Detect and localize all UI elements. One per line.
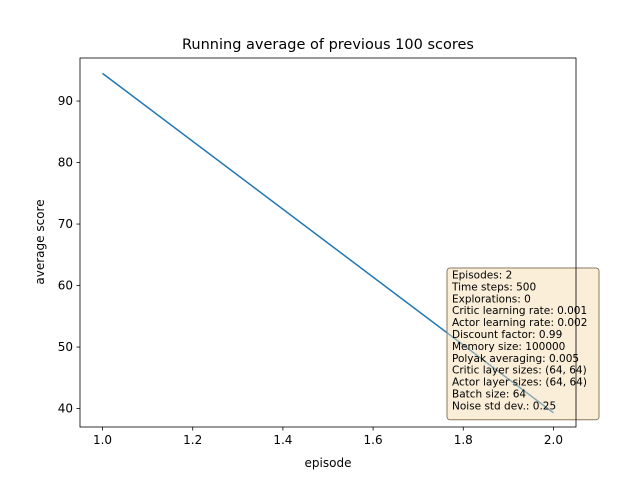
info-box-line: Discount factor: 0.99: [452, 329, 562, 341]
y-axis-label: average score: [33, 199, 47, 284]
x-tick-label: 1.0: [93, 433, 112, 447]
y-tick-label: 90: [58, 94, 73, 108]
chart-title: Running average of previous 100 scores: [182, 37, 474, 53]
x-tick-label: 1.6: [364, 433, 383, 447]
plot-frame: [79, 57, 577, 428]
info-box-line: Noise std dev.: 0.25: [452, 400, 556, 412]
x-tick-label: 1.2: [183, 433, 202, 447]
y-tick-label: 60: [58, 279, 73, 293]
y-axis-ticks: 40 50 60 70 80 90: [58, 94, 80, 416]
info-box-line: Critic learning rate: 0.001: [452, 305, 587, 317]
y-tick-label: 80: [58, 156, 73, 170]
y-tick-label: 40: [58, 402, 73, 416]
info-box-line: Batch size: 64: [452, 389, 526, 401]
x-tick-label: 1.4: [273, 433, 292, 447]
y-tick-label: 70: [58, 217, 73, 231]
info-box-line: Explorations: 0: [452, 293, 531, 305]
info-box-line: Actor layer sizes: (64, 64): [452, 377, 587, 389]
info-box-line: Critic layer sizes: (64, 64): [452, 365, 587, 377]
x-axis-ticks: 1.0 1.2 1.4 1.6 1.8 2.0: [93, 427, 563, 447]
info-box-line: Actor learning rate: 0.002: [452, 317, 587, 329]
x-tick-label: 2.0: [544, 433, 563, 447]
x-axis-label: episode: [305, 456, 352, 470]
y-tick-label: 50: [58, 340, 73, 354]
info-box-background: [446, 267, 600, 421]
x-tick-label: 1.8: [454, 433, 473, 447]
info-box-line: Time steps: 500: [451, 281, 536, 293]
info-box-line: Episodes: 2: [452, 270, 512, 282]
info-box-line: Polyak averaging: 0.005: [452, 353, 579, 365]
info-box-line: Memory size: 100000: [452, 341, 565, 353]
